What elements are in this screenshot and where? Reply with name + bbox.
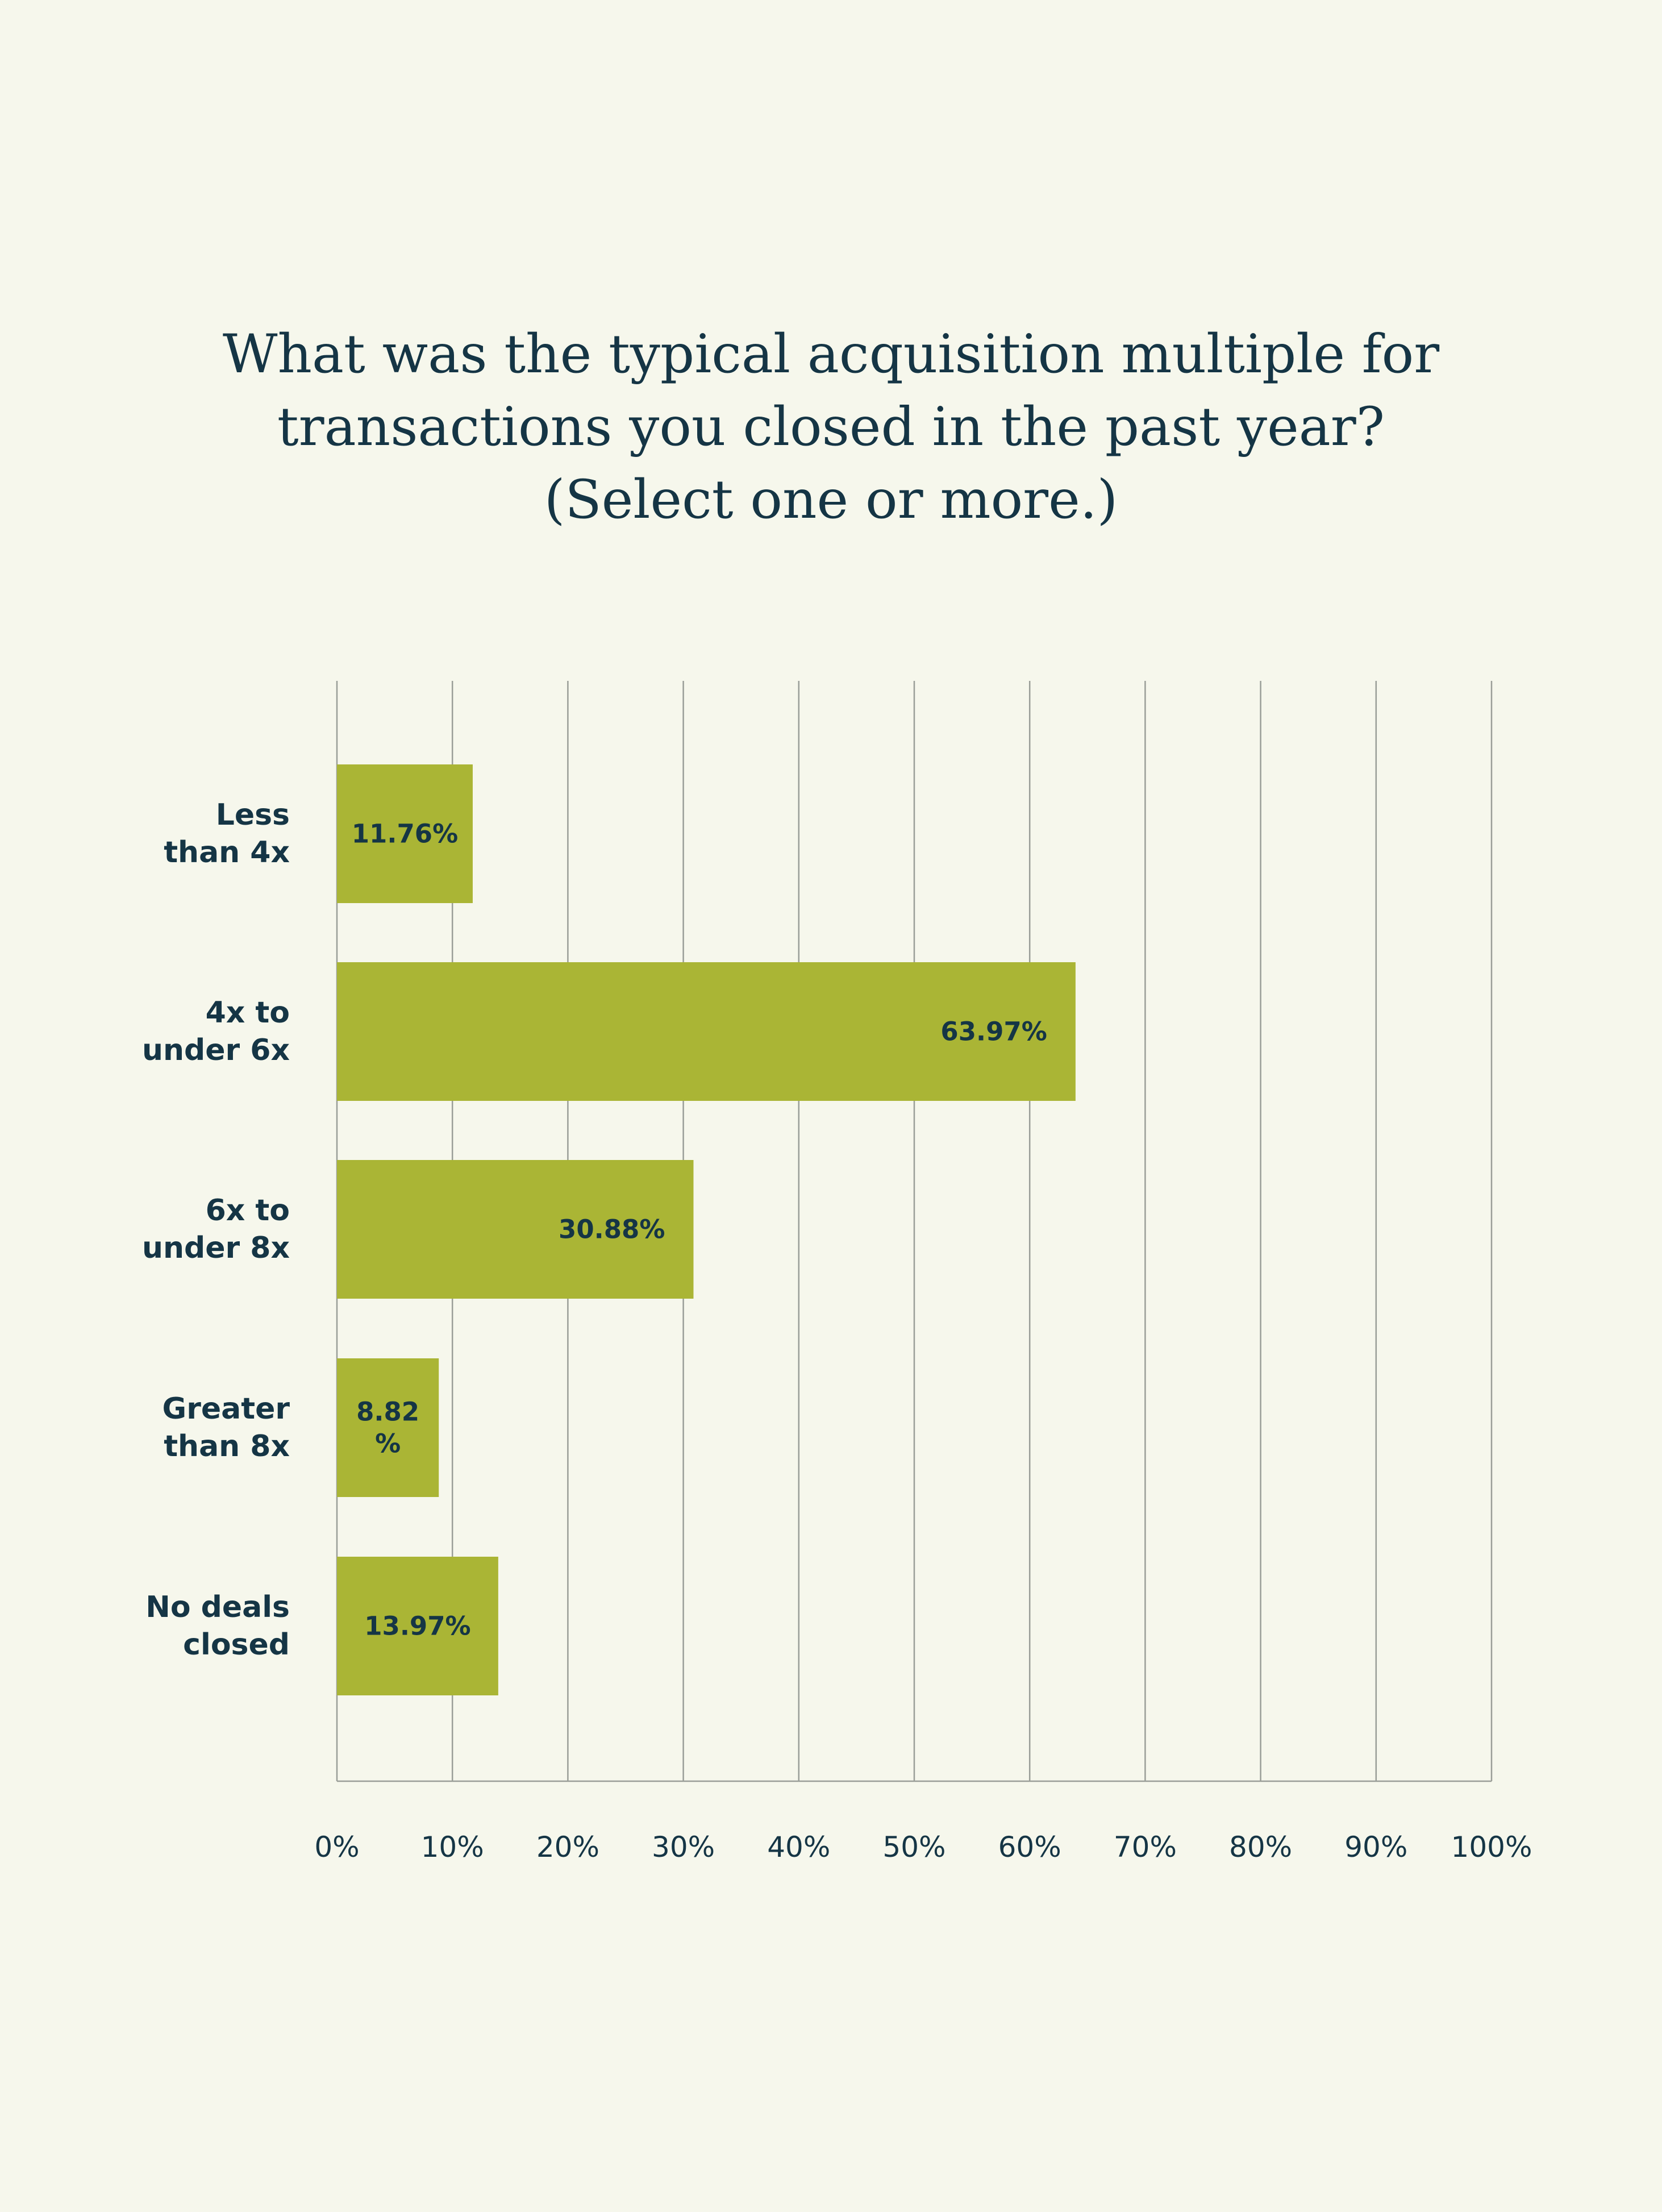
chart-title-line-1: What was the typical acquisition multipl… (222, 323, 1440, 385)
bar (337, 1557, 498, 1695)
data-label: 8.82 (356, 1397, 419, 1427)
category-label: than 8x (164, 1429, 290, 1463)
data-label: 11.76% (352, 819, 458, 849)
category-label: under 6x (142, 1033, 290, 1067)
chart-title-line-3: (Select one or more.) (544, 469, 1118, 531)
bar (337, 1160, 694, 1299)
chart-title: What was the typical acquisition multipl… (0, 318, 1662, 537)
category-label: 4x to (206, 996, 290, 1030)
bar (337, 764, 473, 903)
data-label: % (375, 1429, 401, 1459)
x-tick-label: 40% (767, 1831, 830, 1864)
x-tick-label: 80% (1229, 1831, 1292, 1864)
chart-title-line-2: transactions you closed in the past year… (277, 396, 1385, 458)
bar (337, 962, 1076, 1101)
category-label: Greater (163, 1392, 290, 1426)
data-label: 30.88% (559, 1215, 665, 1245)
x-tick-label: 20% (536, 1831, 599, 1864)
category-label: closed (183, 1628, 290, 1662)
bar (337, 1358, 439, 1497)
category-label: No deals (145, 1590, 290, 1624)
x-tick-label: 30% (652, 1831, 715, 1864)
x-tick-label: 50% (882, 1831, 945, 1864)
x-tick-label: 70% (1114, 1831, 1177, 1864)
category-label: under 8x (142, 1231, 290, 1265)
x-tick-label: 10% (421, 1831, 484, 1864)
x-tick-label: 0% (314, 1831, 359, 1864)
x-tick-label: 100% (1451, 1831, 1532, 1864)
category-label: Less (216, 798, 290, 832)
data-label: 63.97% (940, 1017, 1047, 1047)
category-label: 6x to (206, 1194, 290, 1228)
category-label: than 4x (164, 835, 290, 870)
data-label: 13.97% (364, 1611, 470, 1641)
x-tick-label: 60% (998, 1831, 1061, 1864)
x-tick-label: 90% (1344, 1831, 1407, 1864)
